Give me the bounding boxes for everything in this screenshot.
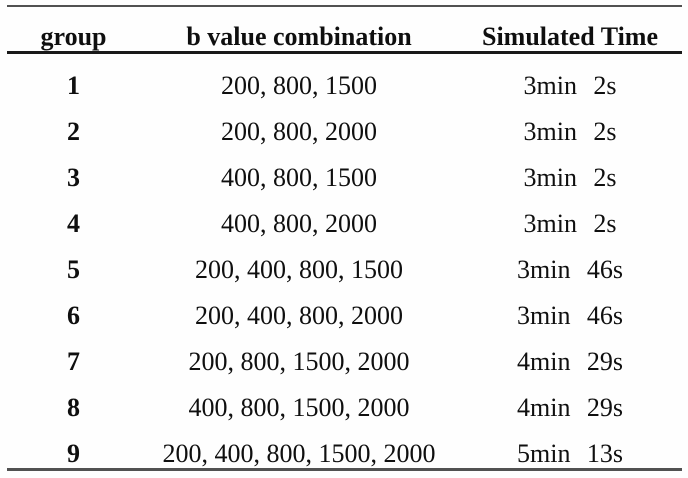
column-header-group: group	[7, 6, 140, 54]
cell-b-values: 200, 800, 1500, 2000	[188, 347, 410, 376]
table-row: 8 400, 800, 1500, 2000 4min 29s	[7, 376, 682, 422]
cell-simulated-time: 3min 46s	[517, 255, 623, 284]
table-row: 5 200, 400, 800, 1500 3min 46s	[7, 238, 682, 284]
column-header-simulated-time: Simulated Time	[458, 6, 682, 54]
cell-b-values: 200, 800, 1500	[221, 71, 377, 100]
table-row: 3 400, 800, 1500 3min 2s	[7, 146, 682, 192]
table-row: 9 200, 400, 800, 1500, 2000 5min 13s	[7, 422, 682, 470]
cell-group: 7	[67, 347, 80, 376]
cell-simulated-time: 5min 13s	[517, 439, 623, 468]
table-row: 1 200, 800, 1500 3min 2s	[7, 53, 682, 101]
cell-b-values: 200, 800, 2000	[221, 117, 377, 146]
cell-simulated-time: 4min 29s	[517, 347, 623, 376]
table-body: 1 200, 800, 1500 3min 2s 2 200, 800, 200…	[7, 53, 682, 470]
simulation-time-table: group b value combination Simulated Time…	[7, 5, 682, 471]
cell-group: 4	[67, 209, 80, 238]
cell-b-values: 200, 400, 800, 1500	[195, 255, 403, 284]
table-row: 2 200, 800, 2000 3min 2s	[7, 100, 682, 146]
cell-simulated-time: 4min 29s	[517, 393, 623, 422]
cell-simulated-time: 3min 2s	[523, 71, 617, 100]
cell-b-values: 200, 400, 800, 1500, 2000	[162, 439, 436, 468]
cell-simulated-time: 3min 2s	[523, 209, 617, 238]
table-row: 4 400, 800, 2000 3min 2s	[7, 192, 682, 238]
cell-group: 5	[67, 255, 80, 284]
cell-b-values: 400, 800, 1500, 2000	[188, 393, 410, 422]
cell-group: 8	[67, 393, 80, 422]
cell-b-values: 400, 800, 1500	[221, 163, 377, 192]
cell-simulated-time: 3min 2s	[523, 117, 617, 146]
cell-group: 2	[67, 117, 80, 146]
cell-simulated-time: 3min 46s	[517, 301, 623, 330]
cell-group: 3	[67, 163, 80, 192]
cell-group: 9	[67, 439, 80, 468]
cell-b-values: 200, 400, 800, 2000	[195, 301, 403, 330]
cell-group: 6	[67, 301, 80, 330]
table-row: 6 200, 400, 800, 2000 3min 46s	[7, 284, 682, 330]
cell-group: 1	[67, 71, 80, 100]
table-row: 7 200, 800, 1500, 2000 4min 29s	[7, 330, 682, 376]
cell-b-values: 400, 800, 2000	[221, 209, 377, 238]
column-header-b-value-combination: b value combination	[140, 6, 458, 54]
cell-simulated-time: 3min 2s	[523, 163, 617, 192]
header-row: group b value combination Simulated Time	[7, 6, 682, 54]
